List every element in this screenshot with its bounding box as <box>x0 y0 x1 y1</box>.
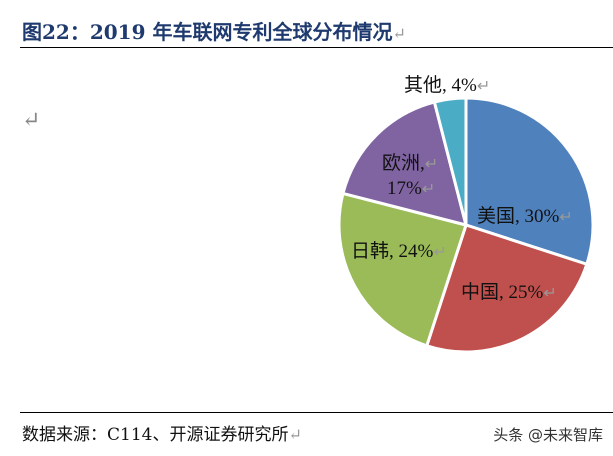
label-europe-name: 欧洲,↵ <box>382 153 439 174</box>
watermark: 头条 @未来智库 <box>493 426 603 444</box>
title-rule <box>20 47 613 48</box>
source-rule <box>20 412 613 413</box>
pie-slice-其他 <box>432 96 468 226</box>
pie-slice-日韩 <box>337 191 468 348</box>
pie-slice-美国 <box>464 96 595 267</box>
pie-slice-中国 <box>424 223 589 354</box>
label-china: 中国, 25%↵ <box>461 282 557 303</box>
return-mark: ↵ <box>22 108 41 133</box>
label-japan-korea: 日韩, 24%↵ <box>351 241 447 262</box>
label-other: 其他, 4%↵ <box>404 75 491 96</box>
figure-title: 图22：2019 年车联网专利全球分布情况↵ <box>22 20 406 44</box>
label-us: 美国, 30%↵ <box>477 206 573 227</box>
label-europe-value: 17%↵ <box>387 178 436 199</box>
pie-slice-欧洲 <box>341 100 469 228</box>
source-note: 数据来源：C114、开源证券研究所↵ <box>22 425 302 445</box>
